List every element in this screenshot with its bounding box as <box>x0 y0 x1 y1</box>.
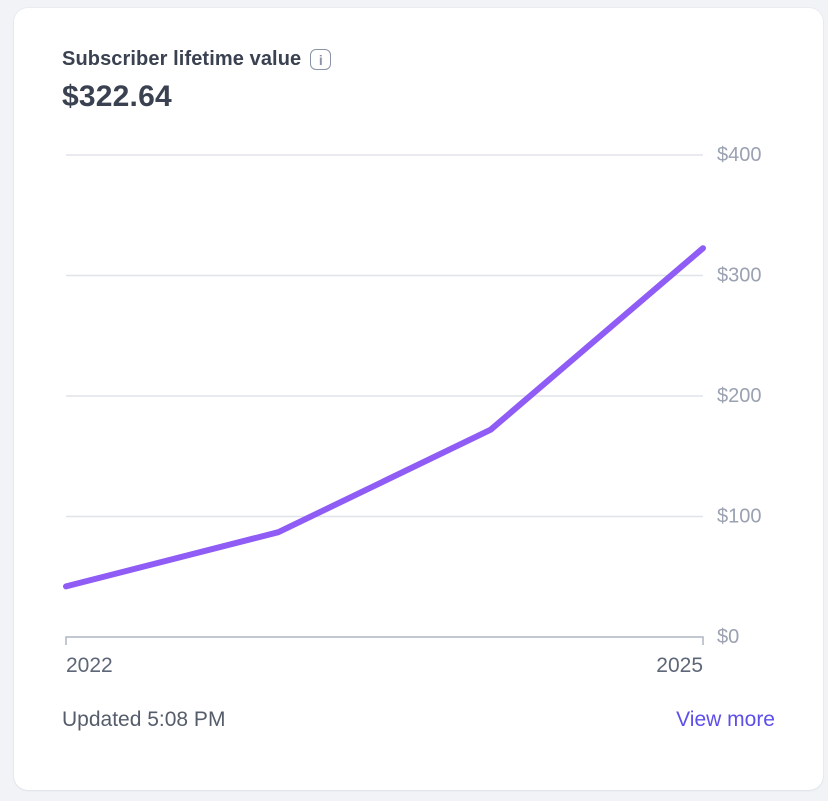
x-tick-label: 2025 <box>656 654 703 677</box>
card-header: Subscriber lifetime value i <box>62 48 775 71</box>
headline-value: $322.64 <box>62 80 172 113</box>
y-tick-label: $100 <box>717 506 762 528</box>
y-tick-label: $400 <box>717 144 762 166</box>
x-axis <box>65 636 704 645</box>
x-tick-label: 2022 <box>66 654 113 677</box>
y-tick-label: $0 <box>717 626 739 648</box>
info-icon[interactable]: i <box>310 49 332 70</box>
ltv-line-chart: $0 $100 $200 $300 $400 2022 2025 <box>63 144 762 677</box>
card-title: Subscriber lifetime value <box>62 48 302 70</box>
chart-line <box>63 245 706 590</box>
subscriber-ltv-card: Subscriber lifetime value i $322.64 $0 $1… <box>14 8 823 790</box>
y-tick-label: $200 <box>717 385 762 407</box>
y-tick-label: $300 <box>717 265 762 287</box>
updated-timestamp: Updated 5:08 PM <box>62 708 226 731</box>
view-more-link[interactable]: View more <box>676 708 775 731</box>
card-footer: Updated 5:08 PM View more <box>62 708 775 732</box>
